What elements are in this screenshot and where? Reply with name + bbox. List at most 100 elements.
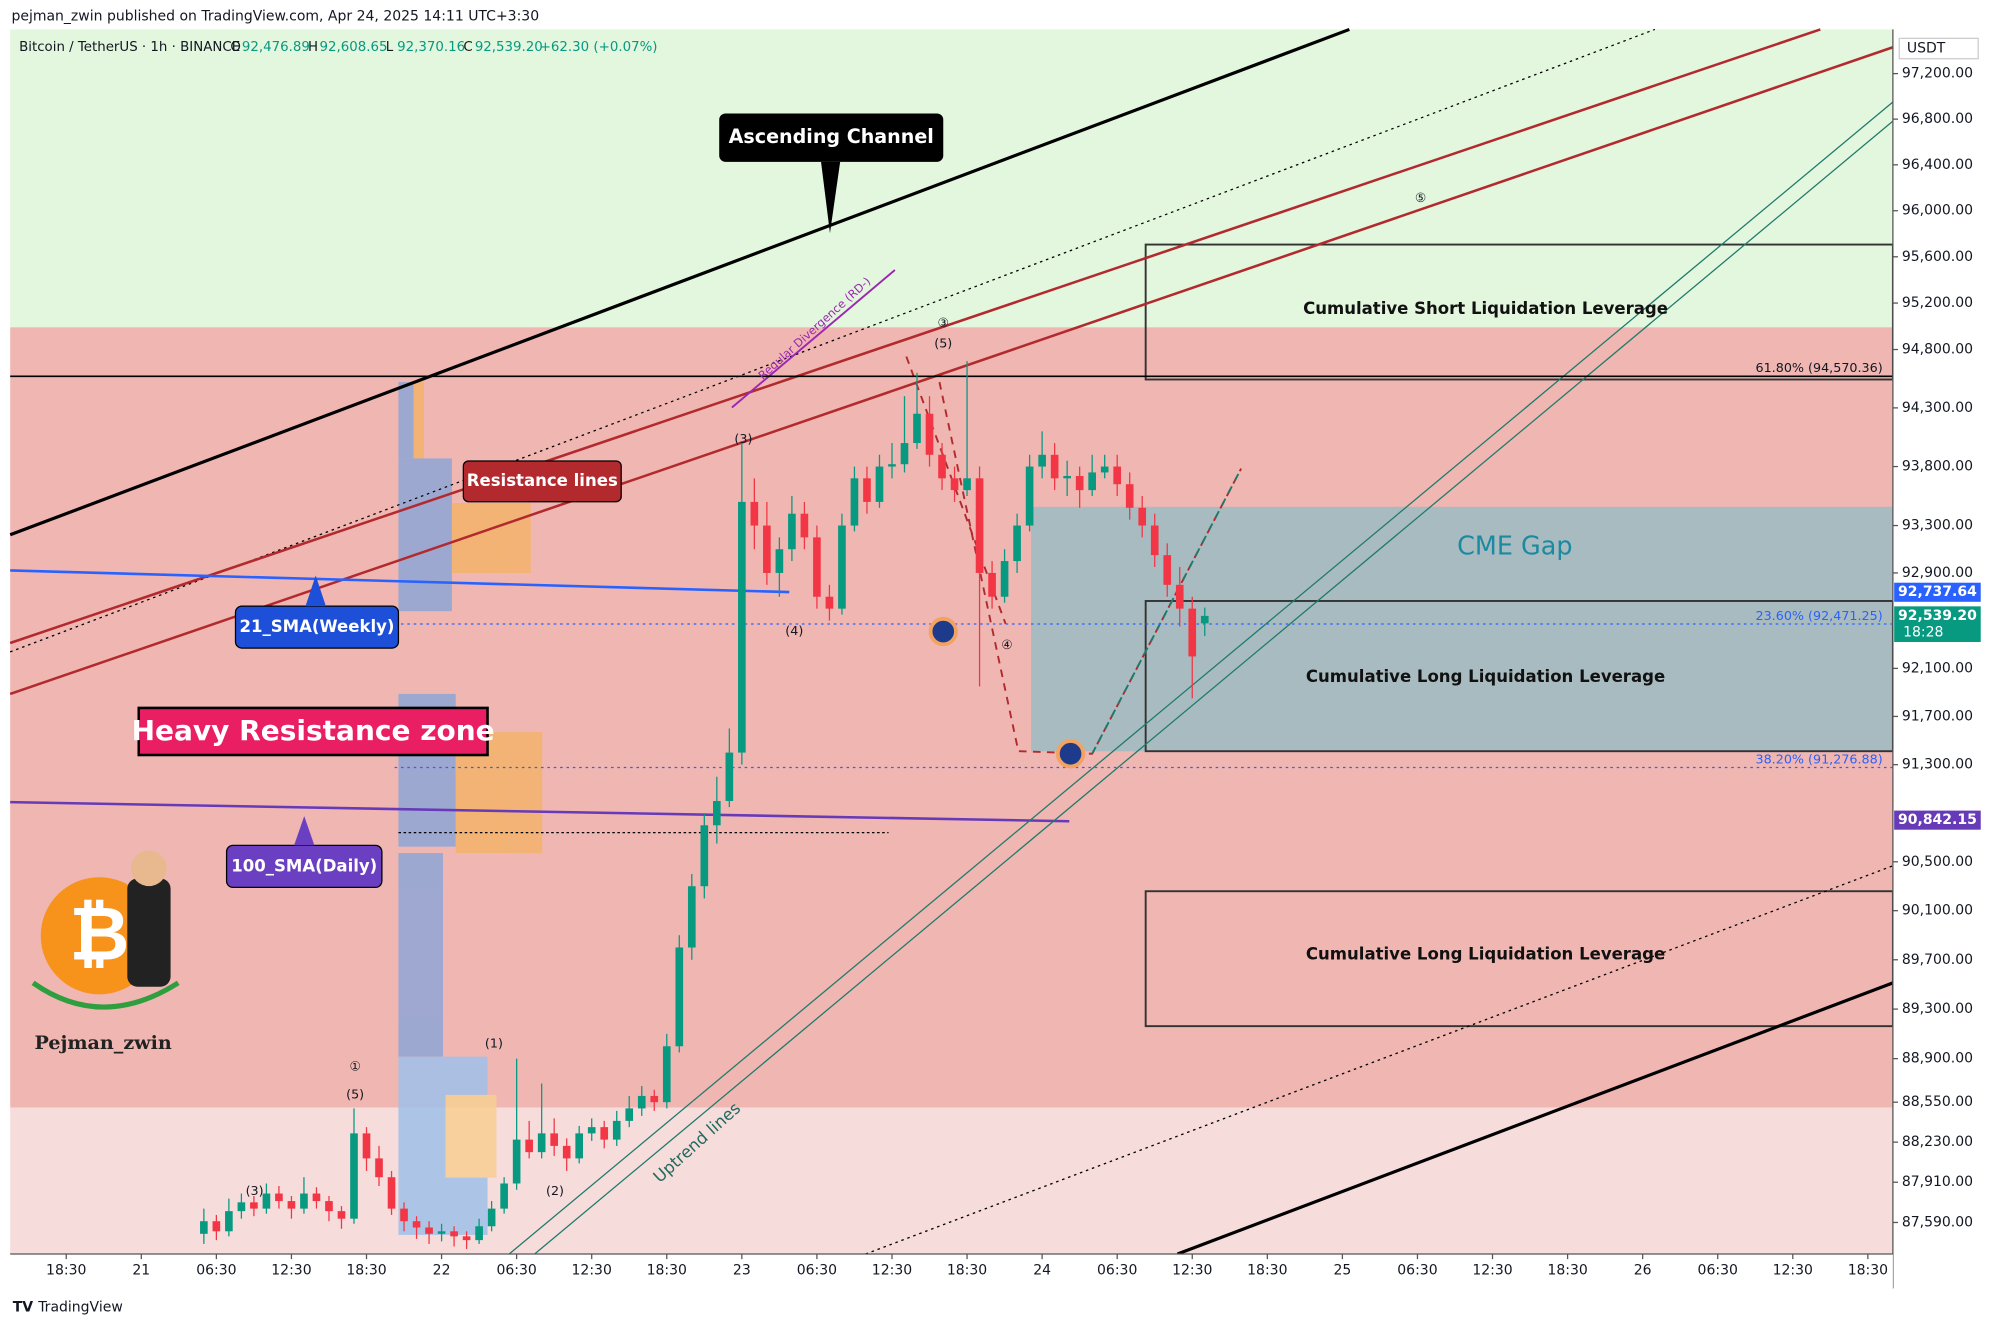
candle-body: [662, 1046, 671, 1103]
y-tick-label: 92,900.00: [1902, 565, 1973, 581]
wave-label: (2): [546, 1183, 564, 1198]
candle-body: [612, 1120, 621, 1140]
annotation: Cumulative Long Liquidation Leverage: [1306, 944, 1665, 963]
annotation: Ascending Channel: [729, 125, 934, 148]
candle-body: [825, 596, 834, 609]
x-tick-label: 18:30: [46, 1263, 86, 1279]
projection: [1091, 468, 1242, 755]
wave-label: (4): [785, 623, 803, 638]
fib-label: 23.60% (92,471.25): [1756, 608, 1883, 623]
candle-body: [237, 1202, 246, 1212]
footer-brand: TradingView: [37, 1299, 123, 1315]
resistance-line: [9, 28, 1821, 645]
x-tick-label: 25: [1333, 1263, 1351, 1279]
published-line: pejman_zwin published on TradingView.com…: [11, 9, 539, 25]
candle-body: [212, 1221, 221, 1232]
cme-gap-box: [1031, 506, 1893, 752]
candle-body: [675, 947, 684, 1047]
time-axis: [10, 1254, 1893, 1289]
candle-body: [713, 800, 721, 826]
axes: 97,200.00 96,800.00 96,400.00 96,000.00 95,6…: [46, 66, 1981, 1279]
callout-pointer: [305, 575, 326, 607]
candle-body: [412, 1221, 421, 1228]
wave-label: (5): [934, 335, 952, 350]
candle-body: [750, 501, 759, 526]
x-tick-label: 12:30: [872, 1263, 912, 1279]
sma100-line: [10, 800, 1070, 823]
resistance-line: [9, 46, 1894, 696]
candle-body: [838, 525, 846, 609]
x-tick-label: 18:30: [1848, 1263, 1888, 1279]
candle-body: [500, 1183, 508, 1209]
candle-body: [450, 1231, 458, 1237]
candle-body: [1075, 475, 1084, 491]
price-tag: [1894, 810, 1981, 830]
x-tick-label: 12:30: [572, 1263, 612, 1279]
candle-body: [700, 825, 709, 887]
y-tick-label: 91,300.00: [1902, 757, 1973, 773]
wave-label: ⑤: [1415, 190, 1426, 205]
sma21-line: [10, 569, 790, 594]
candle-body: [562, 1145, 571, 1159]
change: +62.30 (+0.07%): [540, 40, 658, 55]
candle-body: [1138, 507, 1147, 526]
candle-body: [200, 1221, 208, 1234]
btc-symbol: ₿: [69, 892, 129, 978]
y-tick-label: 93,800.00: [1902, 459, 1973, 475]
countdown: 18:28: [1903, 624, 1943, 640]
candle-body: [550, 1133, 558, 1146]
candle-body: [1125, 484, 1134, 508]
candle-body: [975, 478, 984, 573]
candle-body: [1063, 475, 1071, 479]
ohlc-value: 92,539.20: [475, 40, 543, 55]
profile-bar: [398, 853, 443, 1057]
x-tick-label: 23: [733, 1263, 751, 1279]
annotation: CME Gap: [1457, 532, 1572, 562]
annotation: Heavy Resistance zone: [132, 714, 495, 747]
candle-body: [625, 1108, 634, 1121]
wave-label: (3): [734, 431, 752, 446]
candle-body: [938, 454, 946, 479]
candle-body: [375, 1158, 383, 1178]
wave-label: ①: [349, 1058, 360, 1073]
wave-label: ③: [938, 315, 949, 330]
candle-body: [350, 1133, 358, 1219]
x-tick-label: 12:30: [1172, 1263, 1212, 1279]
candle-body: [738, 501, 746, 753]
y-tick-label: 87,910.00: [1902, 1174, 1973, 1190]
projection: [905, 356, 1007, 625]
candle-body: [325, 1201, 333, 1212]
author-label: Pejman_zwin: [35, 1031, 172, 1054]
candle-body: [312, 1193, 321, 1202]
callout-pointer: [821, 161, 841, 234]
candle-body: [275, 1193, 283, 1202]
y-tick-label: 88,900.00: [1902, 1051, 1973, 1067]
x-tick-label: 12:30: [1472, 1263, 1512, 1279]
wave-label: ④: [1001, 637, 1012, 652]
candle-body: [800, 513, 809, 538]
tv-mark: 𝗧𝗩: [13, 1299, 34, 1315]
ohlc-key: L: [386, 40, 394, 55]
candle-body: [763, 525, 771, 573]
candle-body: [1000, 561, 1009, 597]
candle-body: [387, 1177, 396, 1209]
logo-leaf: [31, 980, 180, 1010]
fib-levels: 61.80% (94,570.36) 23.60% (92,471.25) 38.2…: [10, 360, 1893, 769]
x-tick-label: 12:30: [271, 1263, 311, 1279]
symbol: Bitcoin / TetherUS · 1h · BINANCE: [19, 40, 240, 55]
ohlc-value: 92,370.16: [397, 40, 465, 55]
candle-body: [362, 1133, 371, 1159]
candle-body: [650, 1095, 659, 1103]
candle-body: [400, 1208, 408, 1222]
target-icon: [928, 616, 958, 647]
candle-body: [1163, 555, 1172, 585]
x-tick-label: 22: [433, 1263, 451, 1279]
candle-body: [600, 1127, 609, 1140]
y-tick-label: 96,400.00: [1902, 157, 1973, 173]
candle-body: [888, 464, 896, 467]
candle-body: [1188, 608, 1197, 657]
channel-bottom: [1176, 981, 1894, 1256]
lower-zone: [10, 1107, 1893, 1255]
fib-label: 38.20% (91,276.88): [1756, 751, 1883, 766]
ohlc-value: 92,608.65: [320, 40, 388, 55]
